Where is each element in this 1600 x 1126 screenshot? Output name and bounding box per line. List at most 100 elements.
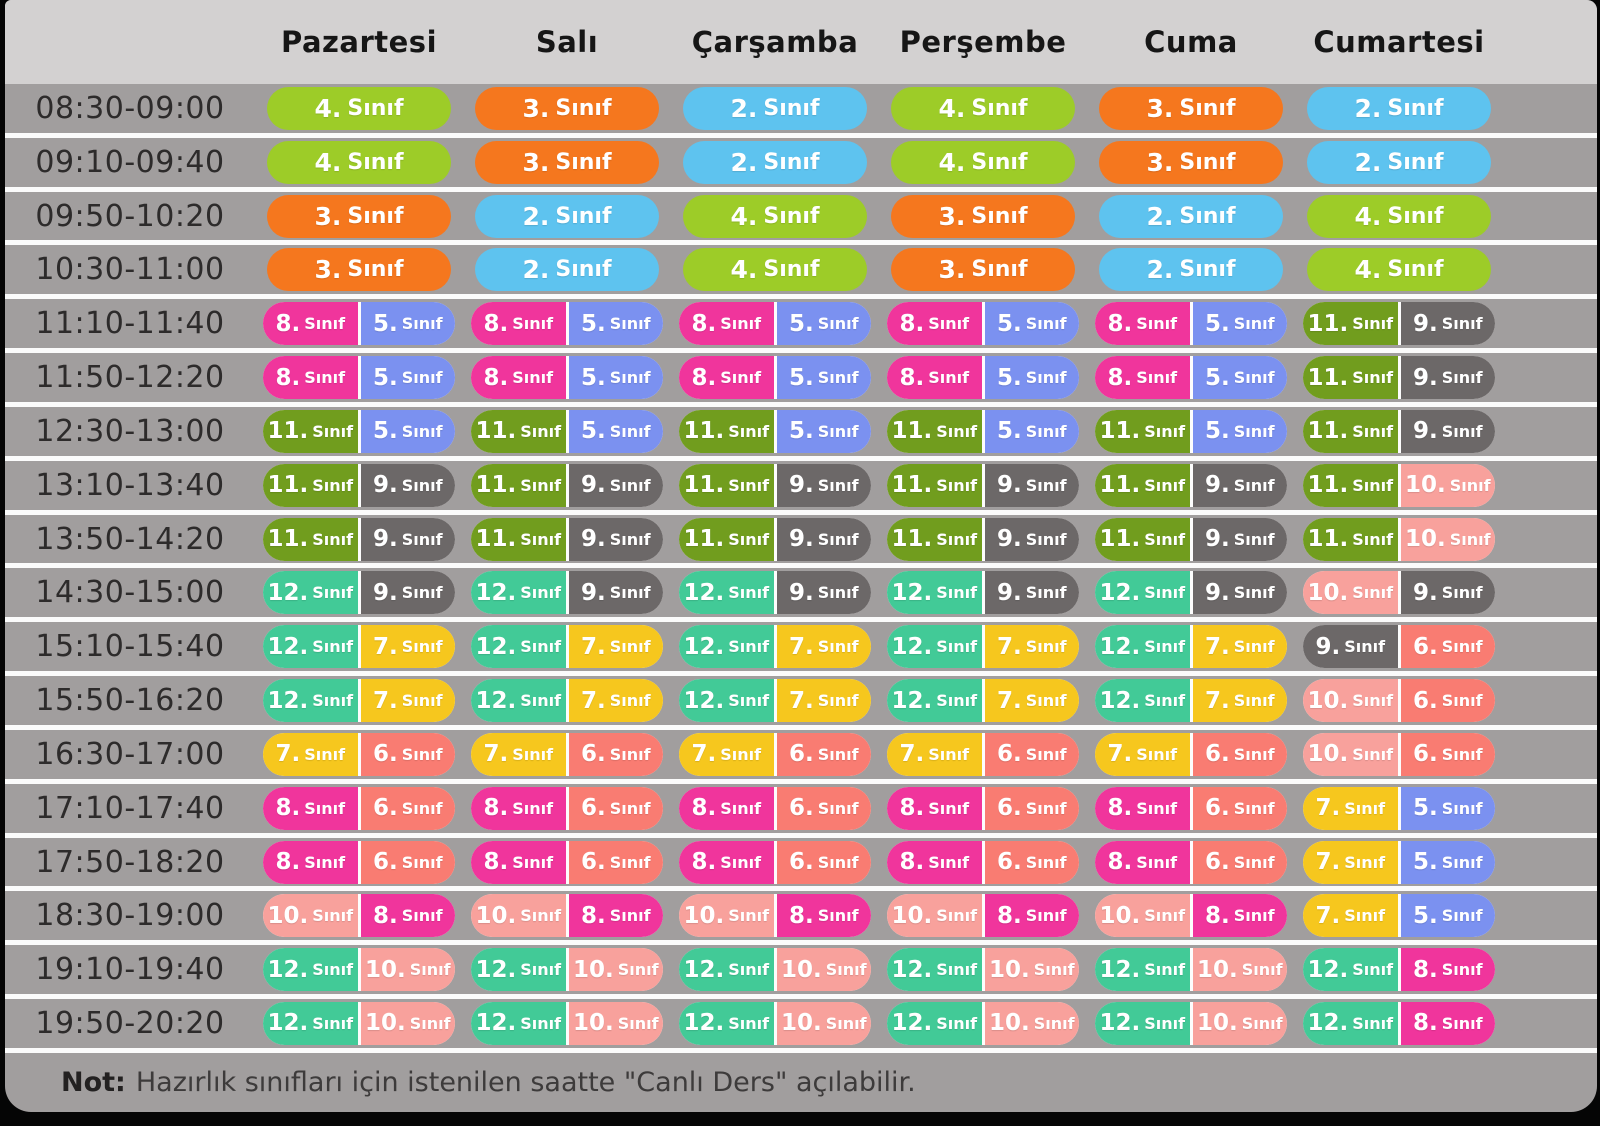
grade-number: 6. <box>996 849 1022 875</box>
grade-4-segment: 4. Sınıf <box>891 140 1075 184</box>
grade-number: 8. <box>691 310 717 337</box>
grade-suffix: Sınıf <box>1233 421 1275 441</box>
class-pill: 8. Sınıf 6. Sınıf <box>471 840 663 884</box>
schedule-cell: 11. Sınıf 9. Sınıf <box>671 517 879 561</box>
grade-7-segment: 7. Sınıf <box>1192 679 1287 723</box>
schedule-cell: 8. Sınıf 6. Sınıf <box>879 786 1087 830</box>
grade-suffix: Sınıf <box>728 691 770 711</box>
grade-number: 8. <box>1412 956 1438 983</box>
class-pill: 8. Sınıf 6. Sınıf <box>471 786 663 830</box>
schedule-cell: 2. Sınıf <box>1087 248 1295 292</box>
grade-12-segment: 12. Sınıf <box>1095 1001 1190 1045</box>
grade-7-segment: 7. Sınıf <box>984 679 1079 723</box>
grade-8-segment: 8. Sınıf <box>1095 840 1190 884</box>
schedule-cell: 2. Sınıf <box>463 194 671 238</box>
schedule-cell: 4. Sınıf <box>255 140 463 184</box>
grade-suffix: Sınıf <box>312 583 354 603</box>
grade-suffix: Sınıf <box>1387 257 1444 283</box>
class-pill: 3. Sınıf <box>1099 140 1283 184</box>
class-pill: 11. Sınıf 9. Sınıf <box>1303 409 1495 453</box>
grade-suffix: Sınıf <box>520 421 562 441</box>
grade-5-segment: 5. Sınıf <box>1400 840 1495 884</box>
schedule-cell: 7. Sınıf 5. Sınıf <box>1295 840 1503 884</box>
grade-suffix: Sınıf <box>312 529 354 549</box>
grade-2-segment: 2. Sınıf <box>475 194 659 238</box>
time-slot: 08:30-09:00 <box>35 90 225 126</box>
grade-9-segment: 9. Sınıf <box>1303 625 1398 669</box>
grade-suffix: Sınıf <box>1136 798 1178 818</box>
grade-7-segment: 7. Sınıf <box>776 679 871 723</box>
grade-11-segment: 11. Sınıf <box>263 463 358 507</box>
grade-suffix: Sınıf <box>347 95 404 121</box>
grade-number: 8. <box>899 310 925 337</box>
grade-suffix: Sınıf <box>1136 744 1178 764</box>
class-pill: 12. Sınıf 9. Sınıf <box>263 571 455 615</box>
grade-number: 12. <box>475 1010 517 1037</box>
schedule-cell: 12. Sınıf 9. Sınıf <box>255 571 463 615</box>
grade-number: 8. <box>1107 364 1133 391</box>
grade-suffix: Sınıf <box>520 1013 562 1033</box>
grade-suffix: Sınıf <box>1233 852 1275 872</box>
schedule-cell: 7. Sınıf 6. Sınıf <box>671 732 879 776</box>
grade-suffix: Sınıf <box>817 529 859 549</box>
grade-12-segment: 12. Sınıf <box>679 625 774 669</box>
grade-number: 7. <box>372 633 398 660</box>
grade-7-segment: 7. Sınıf <box>776 625 871 669</box>
schedule-row: 11:50-12:20 8. Sınıf 5. Sınıf 8. Sınıf 5. Sınıf 8… <box>5 348 1597 402</box>
grade-number: 5. <box>372 418 398 445</box>
grade-suffix: Sınıf <box>720 368 762 388</box>
grade-number: 9. <box>1204 472 1230 499</box>
grade-9-segment: 9. Sınıf <box>1192 517 1287 561</box>
grade-number: 11. <box>1099 526 1141 553</box>
grade-9-segment: 9. Sınıf <box>1400 302 1495 346</box>
grade-6-segment: 6. Sınıf <box>1192 840 1287 884</box>
grade-number: 10. <box>364 956 406 983</box>
class-pill: 11. Sınıf 10. Sınıf <box>1303 463 1495 507</box>
schedule-row: 13:10-13:40 11. Sınıf 9. Sınıf 11. Sınıf 9. Sını… <box>5 455 1597 510</box>
grade-11-segment: 11. Sınıf <box>887 517 982 561</box>
grade-number: 6. <box>1412 633 1438 660</box>
grade-number: 3. <box>314 255 342 285</box>
class-pill: 10. Sınıf 8. Sınıf <box>887 894 1079 938</box>
grade-number: 8. <box>1107 849 1133 875</box>
schedule-cell: 12. Sınıf 7. Sınıf <box>1087 679 1295 723</box>
schedule-cell: 12. Sınıf 8. Sınıf <box>1295 1001 1503 1045</box>
schedule-cell: 12. Sınıf 9. Sınıf <box>1087 571 1295 615</box>
grade-suffix: Sınıf <box>617 960 659 980</box>
schedule-cell: 8. Sınıf 6. Sınıf <box>463 840 671 884</box>
grade-number: 4. <box>730 255 758 285</box>
grade-10-segment: 10. Sınıf <box>1303 732 1398 776</box>
grade-10-segment: 10. Sınıf <box>1095 894 1190 938</box>
grade-suffix: Sınıf <box>1352 744 1394 764</box>
grade-suffix: Sınıf <box>936 691 978 711</box>
grade-6-segment: 6. Sınıf <box>776 732 871 776</box>
grade-9-segment: 9. Sınıf <box>984 517 1079 561</box>
grade-number: 3. <box>1146 93 1174 123</box>
grade-3-segment: 3. Sınıf <box>475 86 659 130</box>
grade-number: 8. <box>691 364 717 391</box>
grade-number: 10. <box>1099 902 1141 929</box>
grade-suffix: Sınıf <box>971 257 1028 283</box>
grade-11-segment: 11. Sınıf <box>471 517 566 561</box>
grade-suffix: Sınıf <box>971 149 1028 175</box>
grade-suffix: Sınıf <box>401 368 443 388</box>
schedule-cell: 12. Sınıf 7. Sınıf <box>1087 625 1295 669</box>
grade-number: 2. <box>730 93 758 123</box>
grade-suffix: Sınıf <box>1387 203 1444 229</box>
grade-suffix: Sınıf <box>1441 421 1483 441</box>
grade-number: 6. <box>788 741 814 768</box>
schedule-row: 11:10-11:40 8. Sınıf 5. Sınıf 8. Sınıf 5. Sınıf 8… <box>5 294 1597 348</box>
grade-number: 9. <box>996 579 1022 606</box>
grade-number: 7. <box>788 633 814 660</box>
grade-9-segment: 9. Sınıf <box>360 463 455 507</box>
grade-suffix: Sınıf <box>1179 257 1236 283</box>
grade-suffix: Sınıf <box>555 95 612 121</box>
class-pill: 12. Sınıf 7. Sınıf <box>263 625 455 669</box>
grade-number: 10. <box>988 1010 1030 1037</box>
class-pill: 12. Sınıf 7. Sınıf <box>887 625 1079 669</box>
grade-number: 9. <box>788 472 814 499</box>
schedule-cell: 4. Sınıf <box>879 140 1087 184</box>
grade-number: 11. <box>1307 418 1349 445</box>
grade-number: 7. <box>275 741 301 768</box>
schedule-cell: 11. Sınıf 5. Sınıf <box>671 409 879 453</box>
